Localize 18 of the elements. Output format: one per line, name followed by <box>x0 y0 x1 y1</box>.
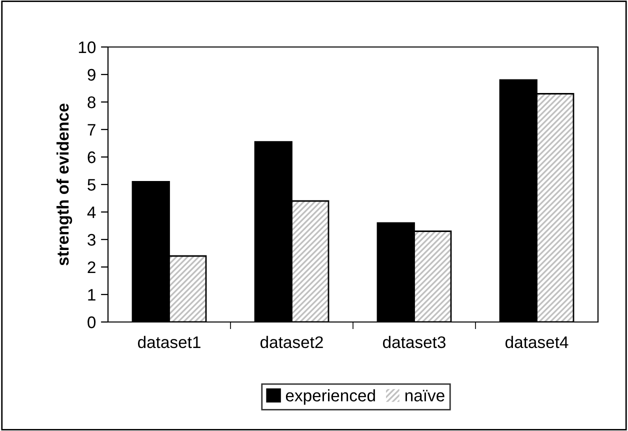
y-tick-label: 7 <box>88 124 96 136</box>
y-axis-title: strength of evidence <box>56 104 72 266</box>
x-tick-label: dataset2 <box>260 336 323 348</box>
y-tick-label: 9 <box>88 68 96 81</box>
y-tick-label: 10 <box>78 41 96 54</box>
y-tick-label: 2 <box>88 261 96 274</box>
legend-label: experienced <box>286 389 375 405</box>
x-tick-label: dataset4 <box>505 336 568 348</box>
y-tick-label: 6 <box>88 151 96 164</box>
y-tick-label: 1 <box>88 289 96 301</box>
y-tick-label: 8 <box>88 96 96 108</box>
legend-label: naïve <box>405 390 444 402</box>
y-tick-label: 5 <box>88 179 96 191</box>
y-tick-label: 4 <box>87 206 96 218</box>
x-tick-label: dataset1 <box>138 336 200 348</box>
y-tick-label: 0 <box>88 316 96 328</box>
x-tick-label: dataset3 <box>382 336 446 348</box>
y-tick-label: 3 <box>88 234 96 246</box>
